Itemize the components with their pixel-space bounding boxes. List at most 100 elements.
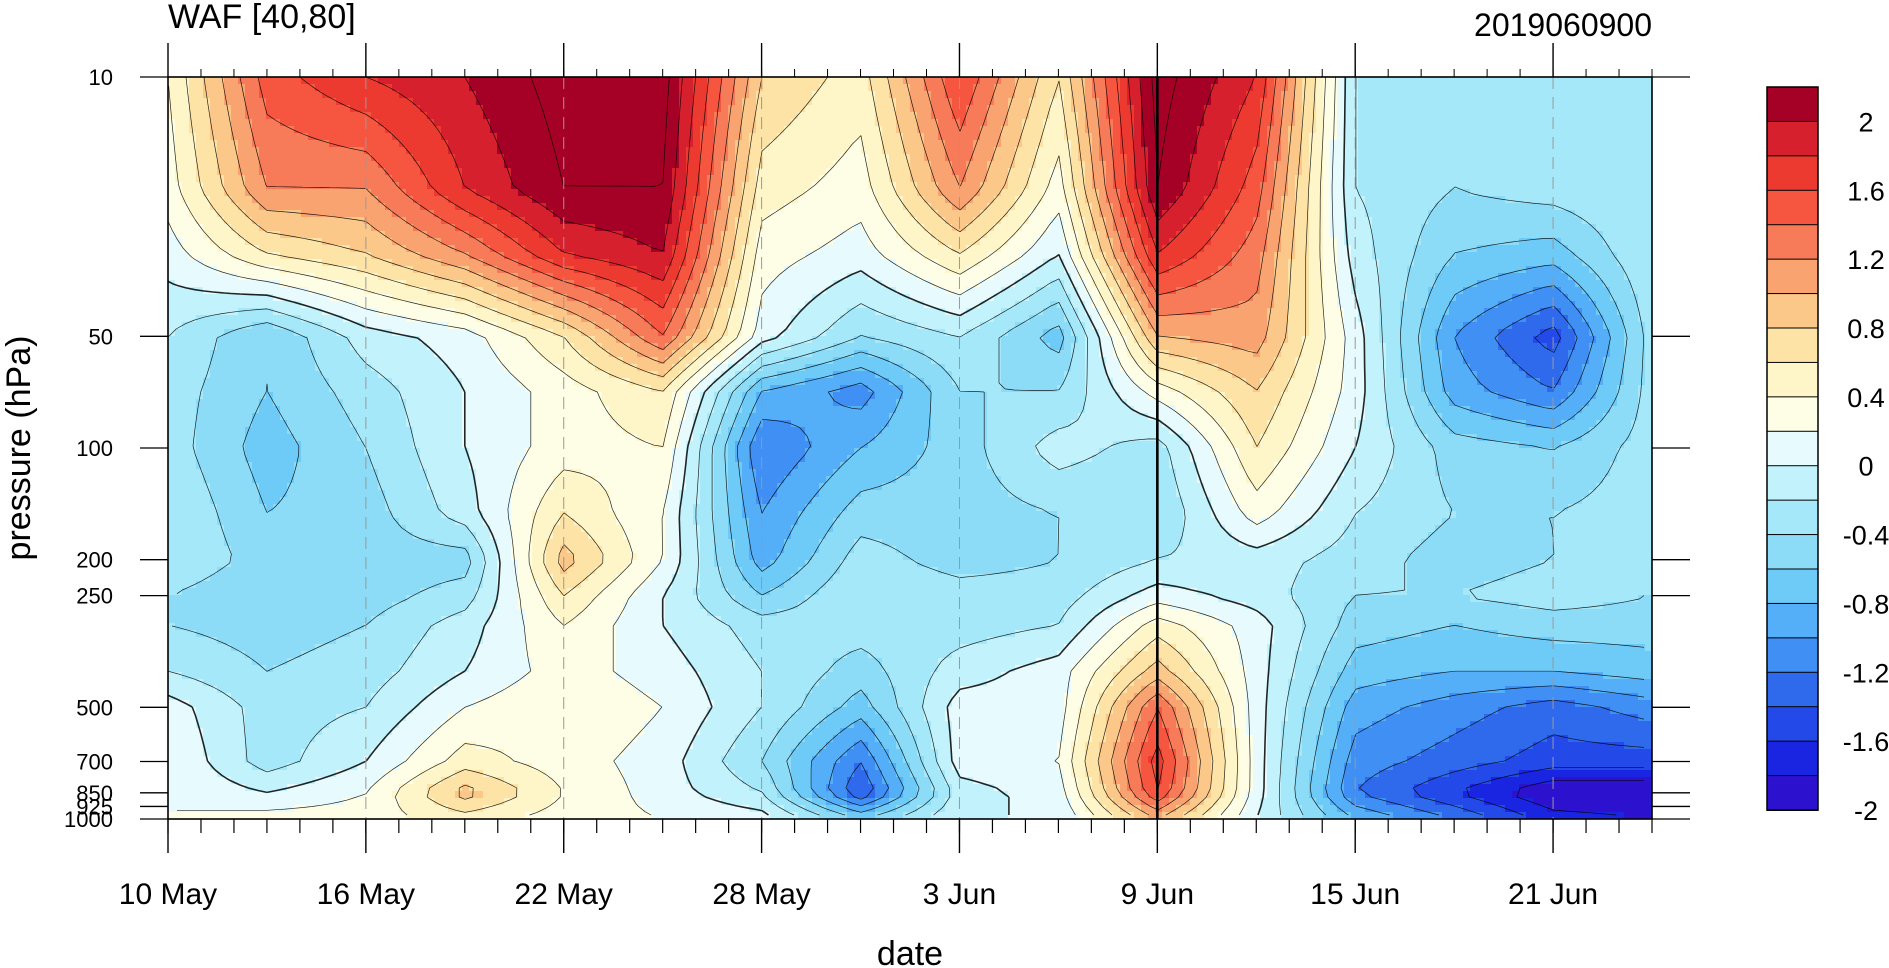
waf-field-cell [861,189,869,197]
waf-field-cell [1162,133,1170,141]
waf-field-cell [728,182,736,190]
waf-field-cell [511,189,519,197]
waf-field-cell [1505,210,1513,218]
waf-field-cell [294,203,302,211]
waf-field-cell [721,133,729,141]
waf-field-cell [420,217,428,225]
waf-field-cell [350,119,358,127]
waf-field-cell [616,231,624,239]
waf-field-cell [1197,182,1205,190]
waf-field-cell [385,217,393,225]
waf-field-cell [658,182,666,190]
waf-field-cell [245,161,253,169]
waf-field-cell [1470,119,1478,127]
waf-field-cell [581,168,589,176]
waf-field-cell [1015,154,1023,162]
waf-field-cell [609,161,617,169]
waf-field-cell [364,133,372,141]
waf-field-cell [994,91,1002,99]
waf-field-cell [259,147,267,155]
waf-field-cell [868,140,876,148]
waf-field-cell [413,210,421,218]
waf-field-cell [434,133,442,141]
waf-field-cell [952,154,960,162]
waf-field-cell [511,105,519,113]
waf-field-cell [399,217,407,225]
waf-field-cell [1631,231,1639,239]
waf-field-cell [987,231,995,239]
waf-field-cell [210,147,218,155]
waf-field-cell [1344,161,1352,169]
waf-field-cell [665,224,673,232]
waf-field-cell [1106,105,1114,113]
waf-field-cell [273,140,281,148]
waf-field-cell [315,112,323,120]
waf-field-cell [798,105,806,113]
waf-field-cell [903,133,911,141]
waf-field-cell [1302,189,1310,197]
waf-field-cell [413,196,421,204]
waf-field-cell [1001,77,1009,85]
waf-field-cell [987,154,995,162]
waf-field-cell [616,133,624,141]
waf-field-cell [882,119,890,127]
waf-field-cell [1421,161,1429,169]
waf-field-cell [952,189,960,197]
waf-field-cell [168,112,176,120]
waf-field-cell [217,147,225,155]
waf-field-cell [693,203,701,211]
waf-field-cell [791,168,799,176]
waf-field-cell [1407,224,1415,232]
waf-field-cell [931,126,939,134]
waf-field-cell [329,168,337,176]
waf-field-cell [665,196,673,204]
waf-field-cell [1379,182,1387,190]
waf-field-cell [1225,147,1233,155]
waf-field-cell [952,182,960,190]
waf-field-cell [1260,231,1268,239]
waf-field-cell [1330,77,1338,85]
waf-field-cell [1078,182,1086,190]
waf-field-cell [511,210,519,218]
waf-field-cell [546,84,554,92]
waf-field-cell [770,231,778,239]
waf-field-cell [973,168,981,176]
waf-field-cell [1414,119,1422,127]
waf-field-cell [700,91,708,99]
waf-field-cell [637,238,645,246]
waf-field-cell [1022,105,1030,113]
waf-field-cell [882,105,890,113]
waf-field-cell [784,105,792,113]
waf-field-cell [245,91,253,99]
waf-field-cell [1407,105,1415,113]
waf-field-cell [392,231,400,239]
waf-field-cell [280,224,288,232]
waf-field-cell [476,140,484,148]
waf-field-cell [1092,161,1100,169]
waf-field-cell [1463,154,1471,162]
waf-field-cell [840,217,848,225]
waf-field-cell [1330,112,1338,120]
waf-field-cell [714,196,722,204]
waf-field-cell [525,133,533,141]
waf-field-cell [476,189,484,197]
waf-field-cell [1484,147,1492,155]
waf-field-cell [1155,112,1163,120]
waf-field-cell [1239,98,1247,106]
waf-field-cell [1617,189,1625,197]
waf-field-cell [175,217,183,225]
waf-field-cell [469,238,477,246]
waf-field-cell [1393,147,1401,155]
waf-field-cell [728,147,736,155]
waf-field-cell [637,231,645,239]
waf-field-cell [896,196,904,204]
waf-field-cell [1232,217,1240,225]
waf-field-cell [1162,112,1170,120]
waf-field-cell [1232,98,1240,106]
waf-field-cell [840,224,848,232]
waf-field-cell [1393,154,1401,162]
waf-field-cell [1365,231,1373,239]
waf-field-cell [245,105,253,113]
waf-field-cell [287,133,295,141]
waf-field-cell [1113,175,1121,183]
